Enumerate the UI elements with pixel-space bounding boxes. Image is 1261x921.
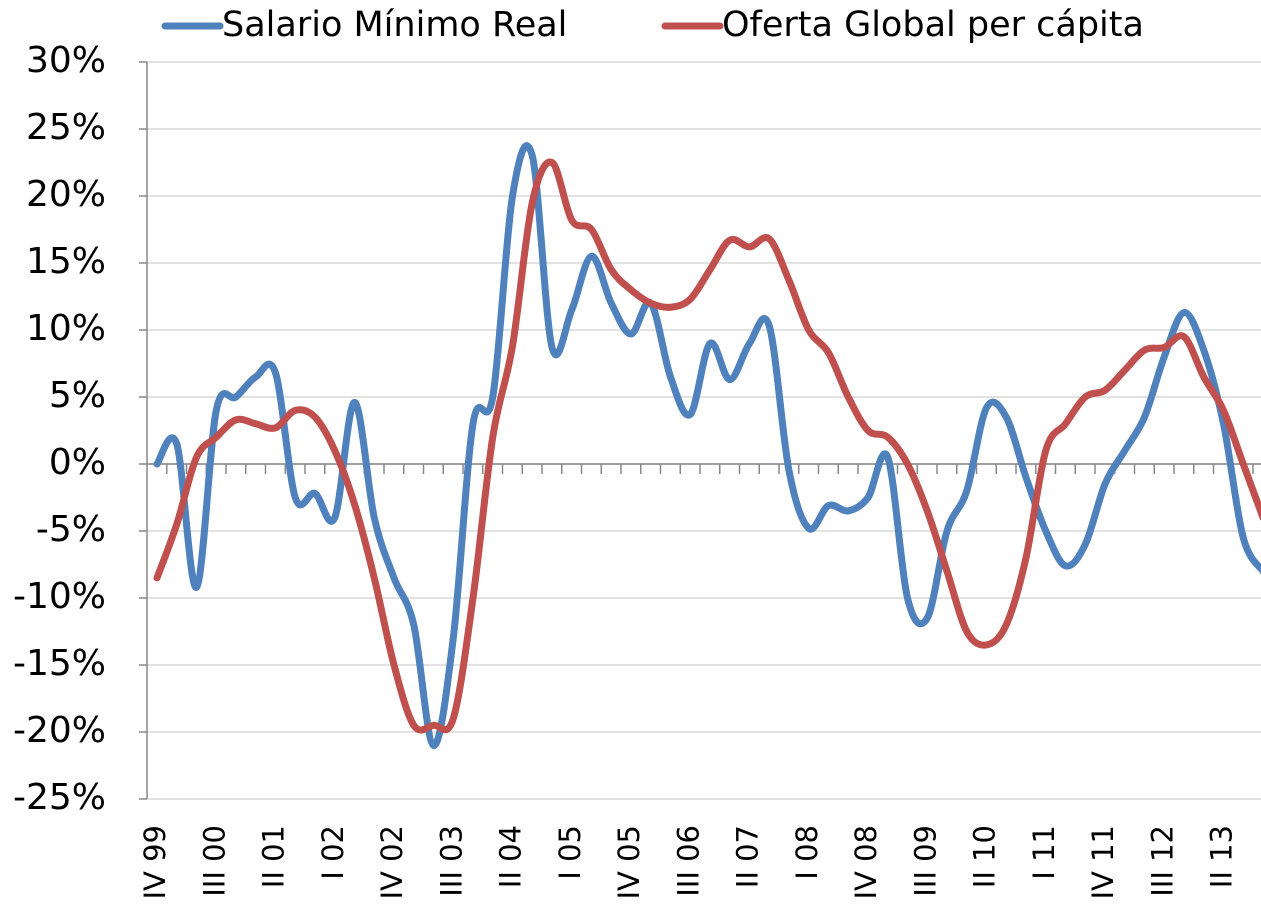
x-tick-label: IV 02 (375, 825, 409, 900)
y-tick-label: -10% (13, 576, 106, 617)
x-tick-label: IV 11 (1086, 825, 1120, 900)
x-tick-label: IV 08 (849, 825, 883, 900)
x-tick-label: IV 05 (612, 825, 646, 900)
x-tick-label: I 05 (553, 825, 587, 880)
series-line (153, 142, 1261, 749)
x-tick-label: I 02 (316, 825, 350, 880)
legend-label: Oferta Global per cápita (722, 5, 1144, 45)
x-tick-label: III 09 (908, 825, 942, 897)
y-tick-label: -15% (13, 643, 106, 684)
x-tick-label: III 12 (1145, 825, 1179, 897)
x-tick-label: II 01 (257, 825, 291, 888)
y-tick-label: -5% (36, 509, 106, 550)
x-tick-label: IV 99 (138, 825, 172, 900)
y-tick-label: 5% (49, 375, 106, 416)
x-tick-label: III 00 (197, 825, 231, 897)
y-tick-label: 0% (49, 442, 106, 483)
legend-label: Salario Mínimo Real (222, 5, 567, 45)
y-tick-label: 10% (26, 308, 106, 349)
x-tick-label: II 04 (494, 825, 528, 888)
y-tick-label: -20% (13, 710, 106, 751)
x-tick-label: I 11 (1027, 825, 1061, 880)
y-tick-label: 15% (26, 241, 106, 282)
y-tick-label: 25% (26, 107, 106, 148)
x-tick-label: III 06 (671, 825, 705, 897)
y-tick-label: 30% (26, 40, 106, 81)
x-tick-label: II 07 (731, 825, 765, 888)
x-tick-label: III 03 (434, 825, 468, 897)
y-tick-label: -25% (13, 777, 106, 818)
plot (153, 142, 1261, 749)
x-tick-label: I 08 (790, 825, 824, 880)
x-tick-label: II 10 (968, 825, 1002, 888)
series-line (153, 158, 1261, 734)
y-tick-label: 20% (26, 174, 106, 215)
x-tick-label: II 13 (1205, 825, 1239, 888)
